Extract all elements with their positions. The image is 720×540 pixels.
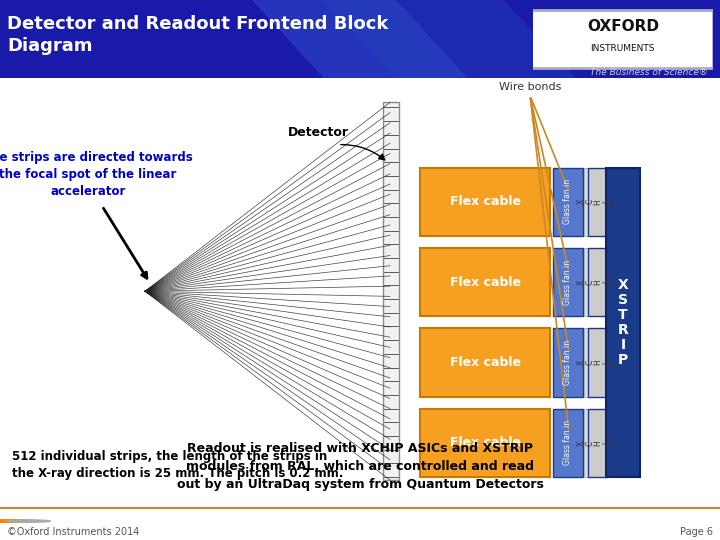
Polygon shape xyxy=(252,0,468,78)
FancyBboxPatch shape xyxy=(529,10,713,68)
FancyBboxPatch shape xyxy=(553,248,583,316)
Text: Page 6: Page 6 xyxy=(680,528,713,537)
FancyBboxPatch shape xyxy=(420,248,550,316)
FancyBboxPatch shape xyxy=(420,168,550,236)
FancyBboxPatch shape xyxy=(584,248,588,316)
Text: Glass fan in: Glass fan in xyxy=(564,420,572,465)
FancyBboxPatch shape xyxy=(584,168,588,236)
Text: X
C
H
I
P: X C H I P xyxy=(577,199,619,205)
Text: X
C
H
I
P: X C H I P xyxy=(577,360,619,366)
FancyBboxPatch shape xyxy=(588,168,608,236)
Text: Readout is realised with XCHIP ASICs and XSTRIP
modules from RAL, which are cont: Readout is realised with XCHIP ASICs and… xyxy=(176,442,544,491)
Text: Glass fan in: Glass fan in xyxy=(564,260,572,305)
FancyBboxPatch shape xyxy=(0,0,720,78)
FancyBboxPatch shape xyxy=(420,328,550,397)
FancyBboxPatch shape xyxy=(588,328,608,397)
Text: ©Oxford Instruments 2014: ©Oxford Instruments 2014 xyxy=(7,528,140,537)
FancyBboxPatch shape xyxy=(553,409,583,477)
Text: OXFORD: OXFORD xyxy=(587,19,659,33)
Circle shape xyxy=(7,520,50,522)
Text: 512 individual strips, the length of the strips in
the X-ray direction is 25 mm.: 512 individual strips, the length of the… xyxy=(12,450,343,480)
Text: The Business of Science®: The Business of Science® xyxy=(590,69,708,77)
Text: X
C
H
I
P: X C H I P xyxy=(577,440,619,446)
Text: Flex cable: Flex cable xyxy=(449,276,521,289)
FancyBboxPatch shape xyxy=(584,409,588,477)
FancyBboxPatch shape xyxy=(588,409,608,477)
FancyBboxPatch shape xyxy=(553,168,583,236)
Text: Flex cable: Flex cable xyxy=(449,195,521,208)
Text: Flex cable: Flex cable xyxy=(449,356,521,369)
FancyBboxPatch shape xyxy=(383,103,399,480)
FancyBboxPatch shape xyxy=(584,328,588,397)
Text: Flex cable: Flex cable xyxy=(449,436,521,449)
FancyBboxPatch shape xyxy=(588,248,608,316)
Text: Wire bonds: Wire bonds xyxy=(499,83,561,92)
Text: INSTRUMENTS: INSTRUMENTS xyxy=(590,44,655,53)
FancyBboxPatch shape xyxy=(606,168,640,477)
Text: The strips are directed towards
the focal spot of the linear
accelerator: The strips are directed towards the foca… xyxy=(0,151,193,198)
Circle shape xyxy=(0,520,40,522)
Text: X
S
T
R
I
P: X S T R I P xyxy=(618,278,629,367)
FancyBboxPatch shape xyxy=(553,328,583,397)
Text: X
C
H
I
P: X C H I P xyxy=(577,279,619,285)
Text: Detector: Detector xyxy=(287,126,348,139)
Text: Detector and Readout Frontend Block
Diagram: Detector and Readout Frontend Block Diag… xyxy=(7,15,389,55)
Polygon shape xyxy=(324,0,576,78)
Circle shape xyxy=(0,520,29,522)
Text: Glass fan in: Glass fan in xyxy=(564,179,572,225)
FancyBboxPatch shape xyxy=(420,409,550,477)
Text: Glass fan in: Glass fan in xyxy=(564,340,572,385)
